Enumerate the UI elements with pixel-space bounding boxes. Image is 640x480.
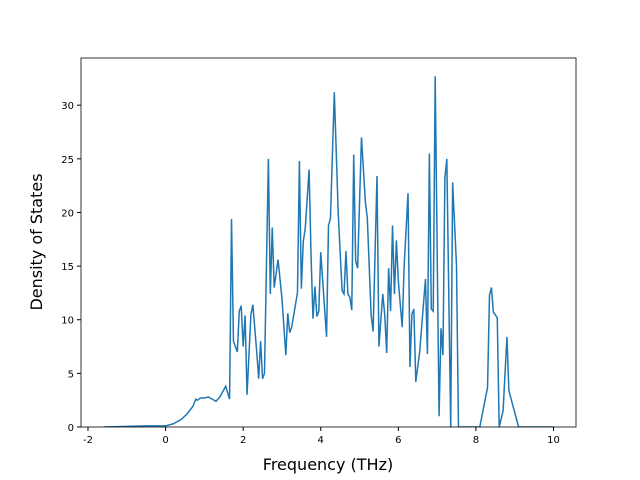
x-tick-label: -2 xyxy=(83,435,93,446)
x-tick-label: 6 xyxy=(395,435,401,446)
y-axis-label: Density of States xyxy=(27,173,46,310)
y-tick-label: 20 xyxy=(61,208,74,219)
y-tick-label: 30 xyxy=(61,101,74,112)
y-tick-label: 10 xyxy=(61,316,74,327)
line xyxy=(103,76,554,427)
y-tick-label: 25 xyxy=(61,155,74,166)
x-tick-label: 10 xyxy=(547,435,560,446)
x-tick-label: 4 xyxy=(318,435,324,446)
x-tick-label: 8 xyxy=(473,435,479,446)
axes-frame xyxy=(80,57,577,428)
x-axis-label: Frequency (THz) xyxy=(263,455,393,474)
x-tick-label: 0 xyxy=(162,435,168,446)
y-tick-label: 15 xyxy=(61,262,74,273)
x-tick-label: 2 xyxy=(240,435,246,446)
y-tick-label: 5 xyxy=(68,369,74,380)
y-tick-label: 0 xyxy=(68,423,74,434)
